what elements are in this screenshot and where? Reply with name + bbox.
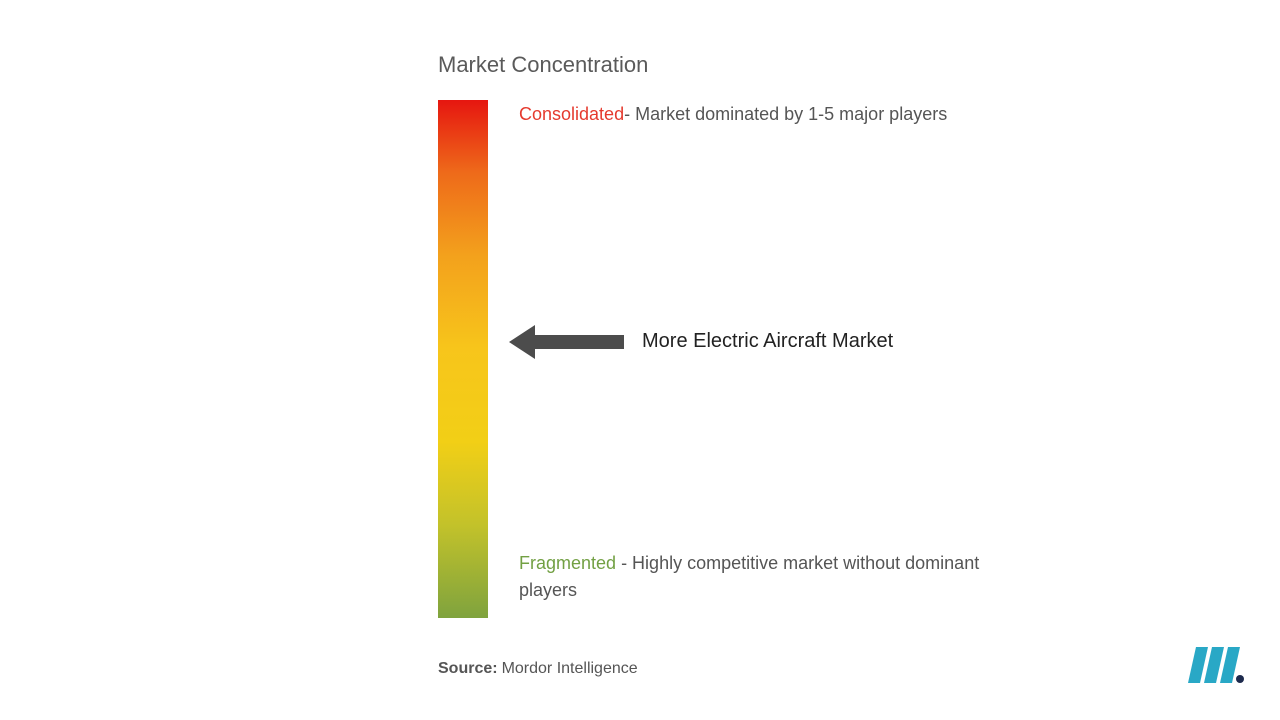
marker-label: More Electric Aircraft Market [642,330,893,353]
source-row: Source:Mordor Intelligence [438,660,638,678]
source-value: Mordor Intelligence [502,660,638,677]
fragmented-label-row: Fragmented - Highly competitive market w… [519,550,1019,604]
source-key: Source: [438,660,498,677]
figure-canvas: Market Concentration Consolidated- Marke… [0,0,1280,720]
concentration-gradient-bar [438,100,488,618]
consolidated-description: - Market dominated by 1-5 major players [624,104,947,124]
marker-arrow-icon [509,325,624,359]
consolidated-label-row: Consolidated- Market dominated by 1-5 ma… [519,101,947,128]
brand-logo-icon [1188,644,1248,686]
consolidated-keyword: Consolidated [519,104,624,124]
chart-title: Market Concentration [438,52,648,78]
fragmented-keyword: Fragmented [519,553,616,573]
